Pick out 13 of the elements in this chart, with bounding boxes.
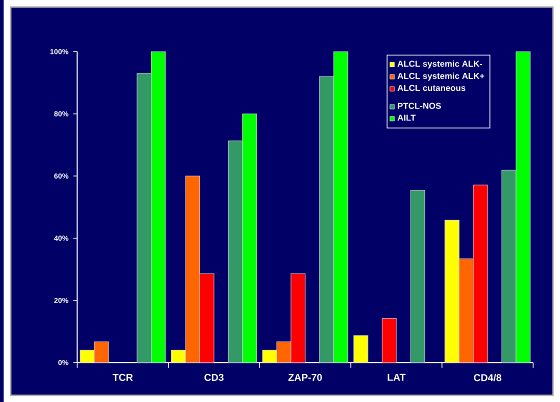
legend-label: ALCL cutaneous	[398, 84, 466, 91]
x-tick-label: ZAP-70	[288, 374, 322, 381]
legend-label: PTCL-NOS	[398, 102, 441, 109]
legend-label: ALCL systemic ALK+	[398, 72, 484, 81]
bar	[382, 318, 397, 363]
bar	[353, 335, 368, 363]
bar	[410, 190, 426, 363]
legend-label: AILT	[398, 114, 416, 121]
x-tick-label: CD4/8	[474, 374, 502, 382]
legend-label: ALCL systemic ALK-	[398, 60, 482, 68]
x-tick-label: LAT	[388, 374, 406, 381]
x-tick-label: CD3	[204, 374, 224, 381]
x-tick-label: TCR	[112, 374, 133, 381]
